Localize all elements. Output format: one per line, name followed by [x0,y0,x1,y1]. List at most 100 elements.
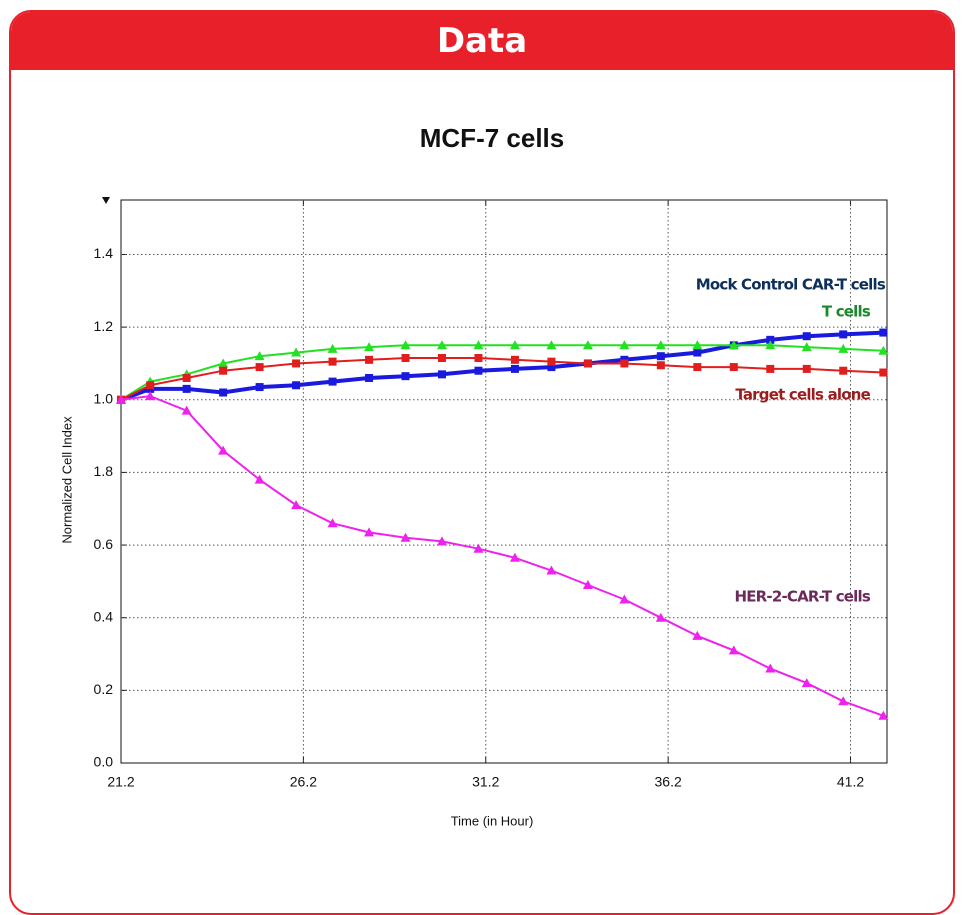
marker [692,630,703,640]
marker [254,474,265,484]
marker [655,612,666,622]
marker [583,359,592,368]
marker [255,363,264,372]
marker [219,388,228,397]
series-label: Target cells alone [735,386,870,404]
marker [291,500,302,510]
marker [219,366,228,375]
marker [473,543,484,553]
marker [509,552,520,562]
marker [765,340,776,350]
y-tick-label: 0.4 [94,608,114,624]
marker [116,394,126,404]
marker [182,373,191,382]
marker [436,536,447,546]
marker [879,368,888,377]
marker [510,364,519,373]
marker [474,354,483,363]
marker [655,340,666,350]
marker [765,663,776,673]
marker [291,347,302,357]
marker [656,352,665,361]
marker [619,340,630,350]
marker [766,364,775,373]
series-line [120,330,884,402]
marker [255,383,264,392]
marker [879,328,888,337]
marker [546,565,557,575]
y-tick-label: 1.4 [94,245,114,261]
marker [728,645,739,655]
x-tick-label: 31.2 [472,774,499,790]
marker [182,384,191,393]
marker [145,391,156,401]
marker [620,359,629,368]
chart-title: MCF-7 cells [420,123,565,153]
marker [546,340,557,350]
marker [400,532,411,542]
marker [328,377,337,386]
series-label: Mock Control CAR-T cells [696,276,886,294]
card: Data [9,10,955,915]
x-tick-label: 41.2 [837,774,864,790]
marker [766,335,775,344]
marker [327,518,338,528]
marker [400,340,411,350]
marker [509,340,520,350]
marker [547,363,556,372]
marker [839,330,848,339]
marker [838,696,849,706]
marker [582,580,593,590]
marker [364,342,375,352]
marker [327,343,338,353]
marker [181,405,192,415]
marker [802,332,811,341]
y-tick-label: 0.2 [94,681,114,697]
axis-arrow [102,197,110,204]
y-tick-label: 1.2 [94,318,114,334]
x-tick-label: 26.2 [290,774,317,790]
marker [473,340,484,350]
x-axis-label: Time (in Hour) [451,813,534,828]
marker [619,594,630,604]
y-tick-label: 1.8 [94,463,114,479]
marker [547,357,556,366]
marker [839,366,848,375]
marker [801,342,812,352]
marker [437,354,446,363]
marker [474,366,483,375]
marker [254,351,265,361]
x-tick-label: 21.2 [107,774,134,790]
series-line [120,344,884,401]
series-label: T cells [822,303,871,321]
marker [510,355,519,364]
marker [692,340,703,350]
y-tick-label: 0.0 [94,754,114,770]
marker [693,363,702,372]
marker [582,340,593,350]
marker [436,340,447,350]
marker [292,359,301,368]
marker [693,348,702,357]
marker [656,361,665,370]
marker [838,343,849,353]
y-tick-label: 0.6 [94,536,114,552]
x-tick-label: 36.2 [655,774,682,790]
series-line [120,395,884,717]
y-axis-label: Normalized Cell Index [59,416,74,544]
marker [364,527,375,537]
marker [365,373,374,382]
marker [437,370,446,379]
plot-frame [120,199,888,764]
marker [729,363,738,372]
marker [801,678,812,688]
marker [218,445,229,455]
marker [328,357,337,366]
series-label: HER-2-CAR-T cells [734,588,870,606]
marker [146,381,155,390]
y-tick-label: 1.0 [94,390,114,406]
marker [878,710,889,720]
marker [365,355,374,364]
